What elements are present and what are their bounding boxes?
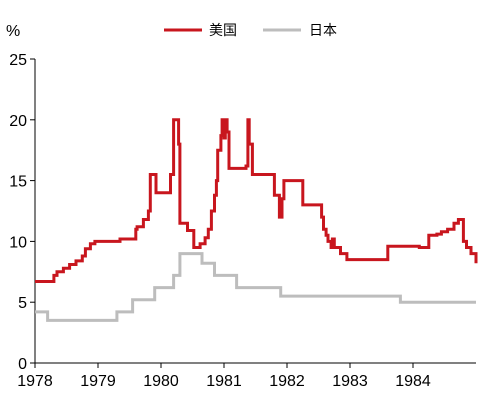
x-tick-label: 1982: [269, 373, 305, 390]
y-tick-label: 20: [9, 113, 27, 130]
x-tick-label: 1978: [17, 373, 53, 390]
legend: 美国 日本: [164, 23, 337, 39]
legend-label-us: 美国: [209, 23, 237, 39]
x-tick-label: 1983: [332, 373, 368, 390]
y-tick-label: 25: [9, 52, 27, 69]
x-tick-label: 1981: [206, 373, 242, 390]
x-tick-label: 1984: [395, 373, 431, 390]
y-tick-label: 0: [18, 356, 27, 373]
x-tick-label: 1980: [143, 373, 179, 390]
legend-label-jp: 日本: [309, 23, 337, 39]
y-tick-label: 5: [18, 295, 27, 312]
y-unit-label: %: [6, 23, 20, 40]
y-tick-label: 15: [9, 174, 27, 191]
series-line-japan: [35, 252, 476, 322]
y-axis-ticks: 0 5 10 15 20 25: [9, 52, 35, 373]
x-tick-label: 1979: [80, 373, 116, 390]
series-line-us: [35, 118, 478, 283]
x-axis-ticks: 1978 1979 1980 1981 1982 1983 1984: [17, 363, 431, 390]
y-tick-label: 10: [9, 234, 27, 251]
